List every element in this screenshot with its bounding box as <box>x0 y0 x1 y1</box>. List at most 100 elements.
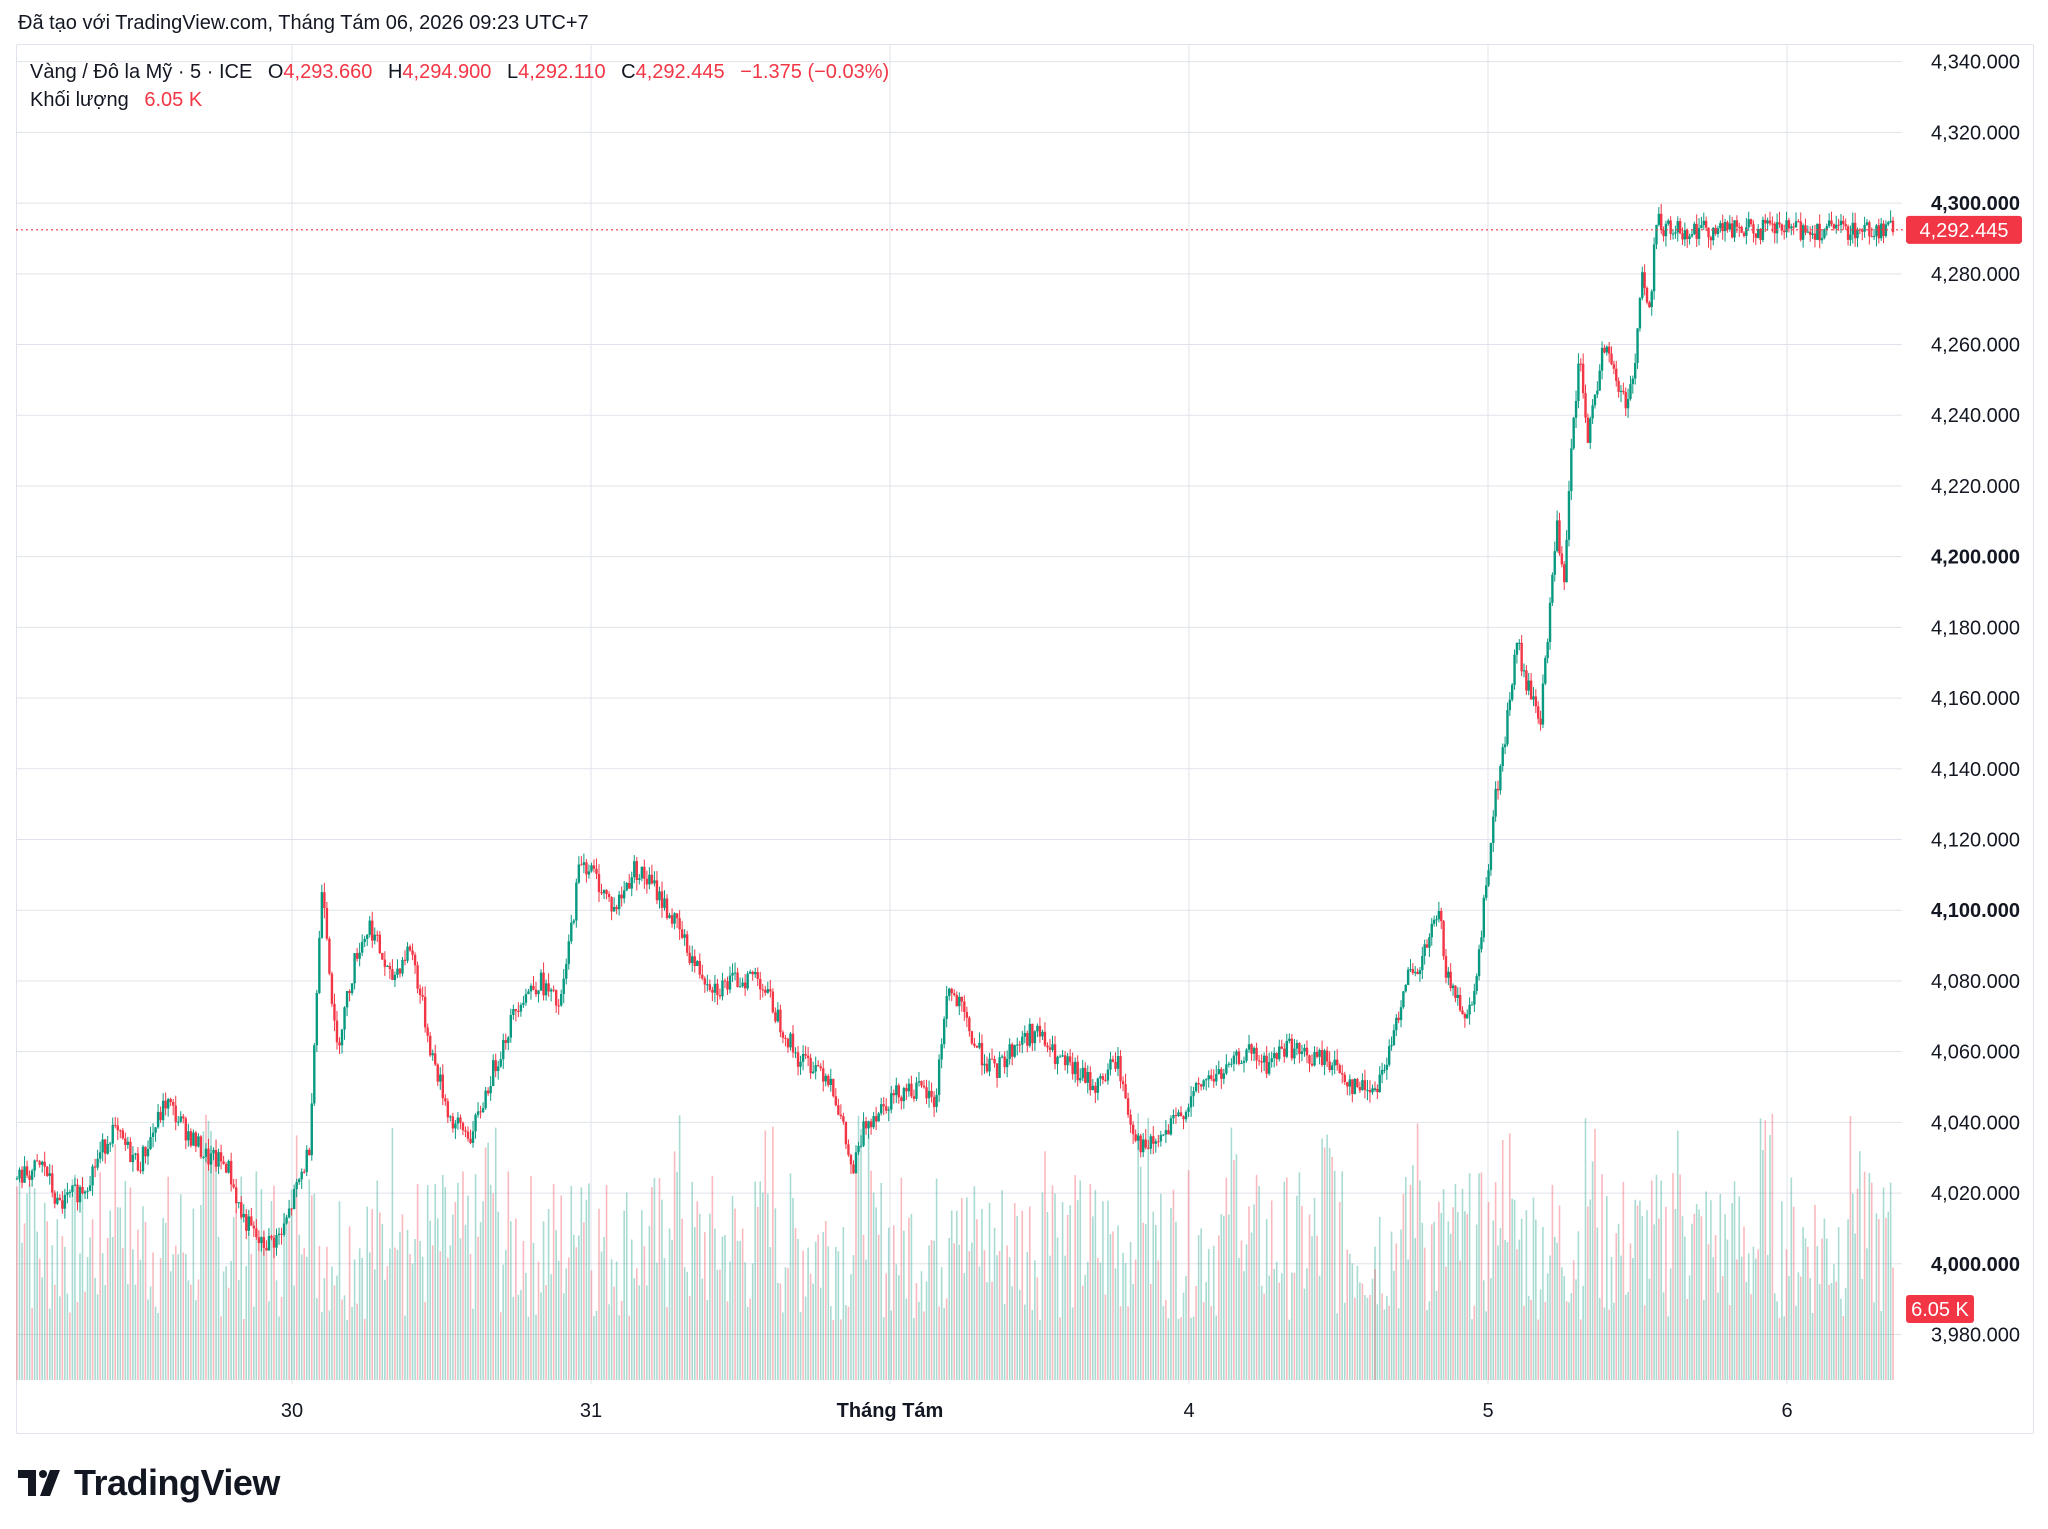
candle-body <box>935 1094 938 1107</box>
volume-bar <box>41 1277 43 1380</box>
candle-body <box>348 991 351 994</box>
volume-bar <box>1381 1293 1383 1380</box>
chart-frame[interactable] <box>16 44 2034 1434</box>
volume-bar <box>1844 1288 1847 1380</box>
volume-bar <box>429 1220 431 1380</box>
volume-bar <box>444 1187 447 1380</box>
volume-bar <box>1672 1173 1674 1380</box>
candle-body <box>1461 1010 1464 1014</box>
volume-bar <box>1079 1180 1082 1380</box>
volume-bar <box>1293 1272 1296 1380</box>
candle-body <box>43 1161 46 1167</box>
volume-bar <box>1579 1319 1582 1380</box>
volume-bar <box>1359 1282 1361 1380</box>
volume-bar <box>331 1266 333 1380</box>
candle-body <box>416 965 419 989</box>
volume-bar <box>1790 1177 1793 1380</box>
candle-body <box>494 1060 497 1071</box>
candle-body <box>1657 213 1661 225</box>
candle-body <box>703 978 707 985</box>
candle-body <box>625 882 628 891</box>
volume-bar <box>1487 1202 1490 1380</box>
candle-body <box>81 1186 84 1194</box>
candle-body <box>1144 1139 1147 1148</box>
candle-body <box>1202 1080 1205 1087</box>
candle-body <box>655 880 659 901</box>
volume-bar <box>814 1241 817 1380</box>
candle-body <box>1399 1007 1403 1021</box>
last-volume-badge <box>1906 1295 1974 1323</box>
volume-bar <box>1731 1203 1733 1380</box>
candle-body <box>1688 236 1691 240</box>
candle-body <box>1250 1044 1253 1054</box>
volume-bar <box>1821 1238 1823 1380</box>
volume-bar <box>1400 1229 1402 1380</box>
candle-body <box>247 1216 250 1231</box>
candle-body <box>1570 448 1573 492</box>
volume-bar <box>484 1147 487 1380</box>
candle-body <box>1162 1134 1165 1136</box>
candle-body <box>854 1152 858 1174</box>
volume-bar <box>1558 1205 1561 1380</box>
candle-body <box>1423 944 1426 956</box>
candle-body <box>1466 1014 1469 1019</box>
volume-bar <box>578 1235 580 1380</box>
candle-body <box>1385 1064 1389 1070</box>
volume-bar <box>336 1275 338 1380</box>
candle-body <box>1068 1056 1072 1063</box>
volume-bar <box>1074 1175 1076 1380</box>
candle-body <box>1643 272 1646 288</box>
volume-bar <box>1223 1215 1225 1380</box>
volume-bar <box>525 1272 527 1380</box>
candle-body <box>63 1194 67 1209</box>
candle-body <box>345 991 349 1008</box>
candle-body <box>1664 223 1668 237</box>
candle-body <box>1225 1064 1228 1074</box>
volume-bar <box>134 1284 137 1380</box>
volume-bar <box>1228 1214 1230 1380</box>
candle-body <box>1270 1058 1273 1063</box>
candle-body <box>1447 971 1450 978</box>
price-chart[interactable]: 3,980.0004,000.0004,020.0004,040.0004,06… <box>0 0 2048 1440</box>
volume-bar <box>797 1238 799 1380</box>
candle-body <box>30 1170 34 1180</box>
candle-body <box>998 1057 1001 1078</box>
candle-body <box>698 960 701 975</box>
candle-body <box>1159 1134 1163 1142</box>
volume-bar <box>915 1283 918 1380</box>
candle-body <box>1872 235 1876 237</box>
candle-body <box>292 1189 296 1210</box>
candle-body <box>449 1116 452 1118</box>
y-tick-label: 4,040.000 <box>1931 1112 2020 1134</box>
volume-bar <box>376 1180 379 1380</box>
candle-body <box>1830 220 1833 225</box>
candle-body <box>121 1130 125 1139</box>
volume-bar <box>1104 1294 1107 1380</box>
candle-body <box>945 996 948 1019</box>
volume-bar <box>643 1246 646 1380</box>
candle-body <box>1598 370 1601 391</box>
candle-body <box>1558 520 1561 554</box>
volume-bar <box>1669 1268 1672 1380</box>
candle-body <box>920 1081 923 1086</box>
candle-body <box>1245 1049 1248 1061</box>
candle-body <box>766 989 770 993</box>
candle-body <box>1525 670 1528 691</box>
candle-body <box>1451 985 1455 989</box>
volume-bar <box>1745 1281 1748 1380</box>
candle-body <box>1636 328 1639 363</box>
volume-bar <box>779 1283 782 1380</box>
volume-bar <box>313 1193 316 1380</box>
volume-bar <box>991 1281 993 1380</box>
tradingview-logo[interactable]: TradingView <box>18 1462 280 1504</box>
volume-bar <box>1873 1302 1875 1380</box>
volume-bar <box>1584 1118 1587 1380</box>
candle-body <box>731 972 734 976</box>
candle-body <box>1756 228 1760 238</box>
volume-bar <box>323 1278 326 1380</box>
candle-body <box>1726 222 1729 230</box>
candle-body <box>1816 223 1819 240</box>
volume-bar <box>1527 1295 1530 1380</box>
volume-bar <box>842 1227 845 1380</box>
candle-body <box>1197 1083 1200 1085</box>
